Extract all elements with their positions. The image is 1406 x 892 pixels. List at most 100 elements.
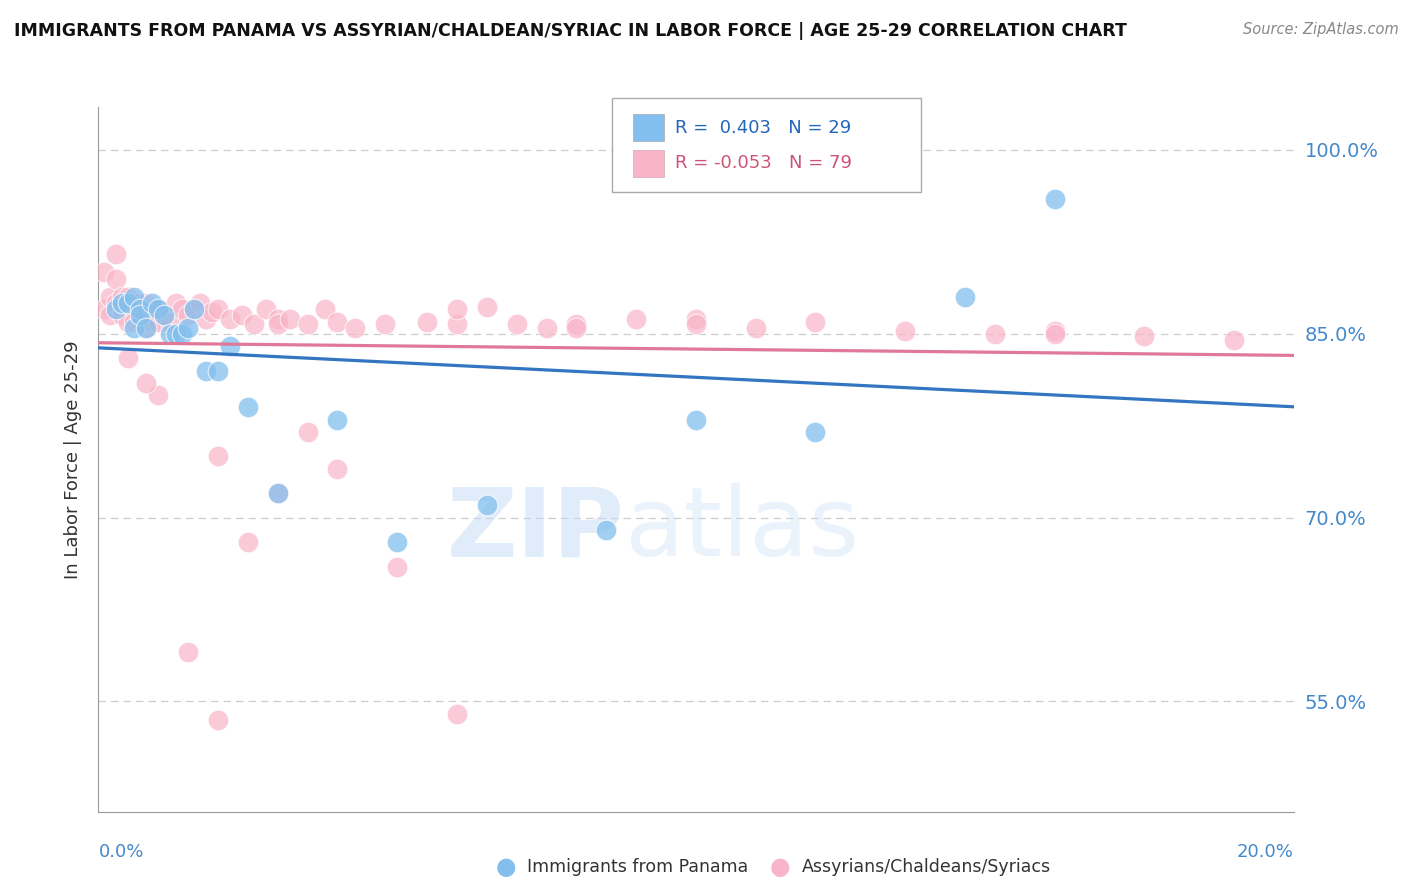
Point [207,363,229,377]
Text: 0.0%: 0.0% [98,844,143,862]
Point [685,317,707,331]
Point [894,324,917,338]
Point [165,296,187,310]
Point [201,304,224,318]
Point [267,486,290,500]
Point [105,296,128,310]
Point [153,309,176,323]
Point [565,317,588,331]
Text: 20.0%: 20.0% [1237,844,1294,862]
Point [148,302,170,317]
Point [297,317,319,331]
Point [159,326,181,341]
Point [1043,192,1066,206]
Point [267,312,290,326]
Point [129,302,152,317]
Point [446,317,468,331]
Point [446,706,468,721]
Point [124,314,146,328]
Point [93,302,115,317]
Point [111,309,134,323]
Point [565,320,588,334]
Point [374,317,396,331]
Point [135,309,157,323]
Point [207,450,229,464]
Point [1223,333,1246,347]
Point [267,317,290,331]
Point [124,296,146,310]
Point [148,302,170,317]
Point [177,320,200,334]
Point [536,320,558,334]
Point [315,302,337,317]
Point [141,302,163,317]
Point [159,314,181,328]
Point [506,317,529,331]
Point [124,320,146,334]
Point [446,302,468,317]
Point [111,302,134,317]
Point [129,314,152,328]
Point [745,320,768,334]
Point [385,535,409,549]
Point [117,302,139,317]
Point [267,486,290,500]
Point [236,535,259,549]
Point [326,461,349,475]
Point [141,314,163,328]
Point [117,290,139,304]
Point [135,296,157,310]
Point [105,247,128,261]
Point [236,401,259,415]
Point [135,320,157,334]
Text: R = -0.053   N = 79: R = -0.053 N = 79 [675,154,852,172]
Text: ●: ● [496,855,516,879]
Point [111,296,134,310]
Point [117,296,139,310]
Point [93,265,115,279]
Point [129,296,152,310]
Point [804,314,827,328]
Point [117,314,139,328]
Point [183,302,205,317]
Point [195,312,218,326]
Point [141,296,163,310]
Point [219,339,242,353]
Point [98,309,122,323]
Point [231,309,253,323]
Point [165,326,187,341]
Point [297,425,319,439]
Y-axis label: In Labor Force | Age 25-29: In Labor Force | Age 25-29 [63,340,82,579]
Text: Source: ZipAtlas.com: Source: ZipAtlas.com [1243,22,1399,37]
Point [243,317,266,331]
Point [626,312,648,326]
Point [98,290,122,304]
Point [129,309,152,323]
Point [135,376,157,390]
Point [111,290,134,304]
Point [984,326,1007,341]
Point [685,412,707,426]
Point [188,296,211,310]
Point [195,363,218,377]
Point [135,320,157,334]
Point [183,302,205,317]
Text: atlas: atlas [624,483,859,576]
Point [278,312,301,326]
Text: ZIP: ZIP [446,483,624,576]
Point [105,271,128,285]
Text: Assyrians/Chaldeans/Syriacs: Assyrians/Chaldeans/Syriacs [801,858,1050,876]
Point [105,302,128,317]
Point [344,320,367,334]
Point [124,302,146,317]
Point [207,713,229,727]
Point [804,425,827,439]
Point [117,351,139,366]
Point [475,300,498,314]
Point [416,314,439,328]
Point [475,499,498,513]
Point [172,326,194,341]
Point [177,309,200,323]
Point [177,645,200,659]
Point [124,290,146,304]
